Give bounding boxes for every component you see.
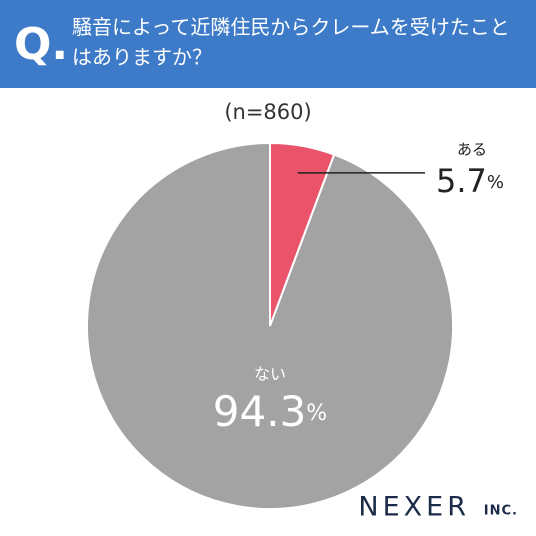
- value-label: 5.7%: [436, 162, 504, 200]
- value-unit: %: [306, 401, 327, 426]
- question-badge: Q.: [14, 19, 69, 70]
- value-number: 5.7: [436, 162, 487, 200]
- value-number: 94.3: [213, 387, 307, 436]
- value-label: 94.3%: [213, 387, 327, 436]
- logo: NEXER: [358, 492, 470, 523]
- value-unit: %: [487, 172, 504, 193]
- subtitle: (n=860): [224, 100, 311, 124]
- pie-slice: [86, 141, 454, 510]
- category-label: ない: [254, 365, 286, 384]
- header: Q. 騒音によって近隣住民からクレームを受けたことはありますか？: [0, 0, 536, 88]
- category-label: ある: [457, 140, 487, 158]
- logo-suffix: INC.: [484, 504, 518, 519]
- chart-title: 騒音によって近隣住民からクレームを受けたことはありますか？: [72, 15, 510, 69]
